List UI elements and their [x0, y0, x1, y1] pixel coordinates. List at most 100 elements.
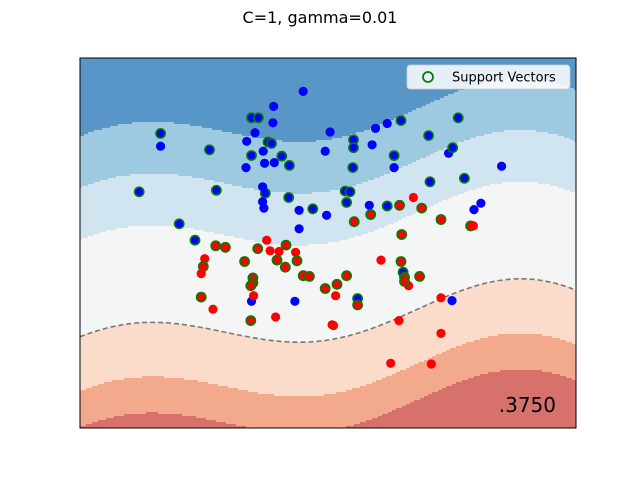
contour-band-cell: [284, 192, 287, 245]
contour-band-cell: [254, 138, 257, 191]
contour-band-cell: [398, 408, 401, 428]
contour-band-cell: [134, 122, 137, 175]
contour-band-cell: [174, 378, 177, 415]
contour-band-cell: [436, 204, 439, 301]
contour-band-cell: [428, 208, 431, 305]
contour-band-cell: [176, 124, 179, 175]
contour-band-cell: [294, 194, 297, 247]
contour-band-cell: [280, 244, 283, 343]
contour-band-cell: [532, 182, 535, 281]
contour-band-cell: [570, 192, 573, 289]
contour-band-cell: [554, 284, 557, 339]
contour-band-cell: [246, 58, 249, 137]
contour-band-cell: [400, 58, 403, 117]
contour-band-cell: [450, 386, 453, 428]
contour-band-cell: [308, 142, 311, 195]
contour-band-cell: [460, 142, 463, 195]
contour-band-cell: [268, 394, 271, 428]
contour-band-cell: [228, 132, 231, 185]
contour-band-cell: [488, 186, 491, 283]
contour-band-cell: [296, 396, 299, 428]
contour-band-cell: [410, 402, 413, 428]
contour-band-cell: [378, 178, 381, 229]
contour-band-cell: [440, 202, 443, 299]
contour-band-cell: [256, 190, 259, 243]
blue-point: [242, 136, 252, 146]
contour-band-cell: [182, 324, 185, 379]
contour-band-cell: [114, 126, 117, 179]
contour-band-cell: [130, 58, 133, 125]
contour-band-cell: [544, 282, 547, 337]
contour-band-cell: [136, 414, 139, 428]
red-point-support-vector: [303, 270, 315, 282]
contour-band-cell: [216, 130, 219, 183]
contour-band-cell: [538, 184, 541, 281]
contour-band-cell: [524, 370, 527, 428]
red-point: [468, 221, 478, 231]
contour-band-cell: [224, 132, 227, 185]
contour-band-cell: [184, 228, 187, 325]
contour-band-cell: [178, 176, 181, 227]
contour-band-cell: [140, 322, 143, 379]
contour-band-cell: [142, 322, 145, 377]
contour-band-cell: [172, 378, 175, 415]
contour-band-cell: [366, 420, 369, 428]
contour-band-cell: [338, 338, 341, 393]
contour-band-cell: [384, 58, 387, 123]
red-point-support-vector: [352, 299, 363, 311]
contour-band-cell: [436, 300, 439, 355]
contour-band-cell: [572, 380, 575, 428]
contour-band-cell: [114, 230, 117, 327]
contour-band-cell: [344, 240, 347, 337]
contour-band-cell: [244, 426, 247, 428]
contour-band-cell: [318, 342, 321, 397]
contour-band-cell: [192, 178, 195, 229]
contour-band-cell: [376, 230, 379, 327]
contour-band-cell: [290, 342, 293, 397]
contour-band-cell: [308, 58, 311, 143]
contour-band-cell: [464, 290, 467, 345]
contour-band-cell: [534, 80, 537, 131]
contour-band-cell: [360, 332, 363, 387]
contour-band-cell: [290, 58, 293, 143]
contour-band-cell: [194, 178, 197, 231]
contour-band-cell: [456, 292, 459, 347]
contour-band-cell: [234, 388, 237, 425]
contour-band-cell: [268, 58, 271, 141]
contour-band-cell: [128, 124, 131, 177]
contour-band-cell: [354, 236, 357, 335]
contour-band-cell: [180, 176, 183, 229]
contour-band-cell: [196, 126, 199, 179]
contour-band-cell: [486, 82, 489, 135]
contour-band-cell: [538, 370, 541, 428]
contour-band-cell: [108, 58, 111, 129]
contour-band-cell: [368, 130, 371, 181]
contour-band-cell: [466, 380, 469, 428]
contour-band-cell: [182, 176, 185, 229]
contour-band-cell: [348, 426, 351, 428]
contour-band-cell: [256, 138, 259, 191]
contour-band-cell: [402, 406, 405, 428]
blue-point-support-vector: [381, 200, 393, 212]
contour-band-cell: [178, 226, 181, 325]
contour-band-cell: [244, 390, 247, 427]
contour-band-cell: [564, 286, 567, 341]
blue-point-support-vector: [266, 137, 277, 149]
contour-band-cell: [254, 242, 257, 339]
contour-band-cell: [228, 424, 231, 428]
contour-band-cell: [254, 392, 257, 428]
contour-band-cell: [346, 136, 349, 189]
plot-frame: [79, 57, 577, 429]
contour-band-cell: [312, 192, 315, 245]
contour-band-cell: [116, 126, 119, 177]
contour-band-cell: [436, 354, 439, 393]
contour-band-cell: [130, 174, 133, 227]
contour-band-cell: [116, 176, 119, 229]
contour-band-cell: [500, 370, 503, 428]
contour-band-cell: [300, 142, 303, 195]
contour-band-cell: [364, 182, 367, 235]
contour-band-cell: [176, 378, 179, 415]
contour-band-cell: [330, 140, 333, 191]
contour-band-cell: [486, 374, 489, 428]
contour-band-cell: [94, 332, 97, 387]
